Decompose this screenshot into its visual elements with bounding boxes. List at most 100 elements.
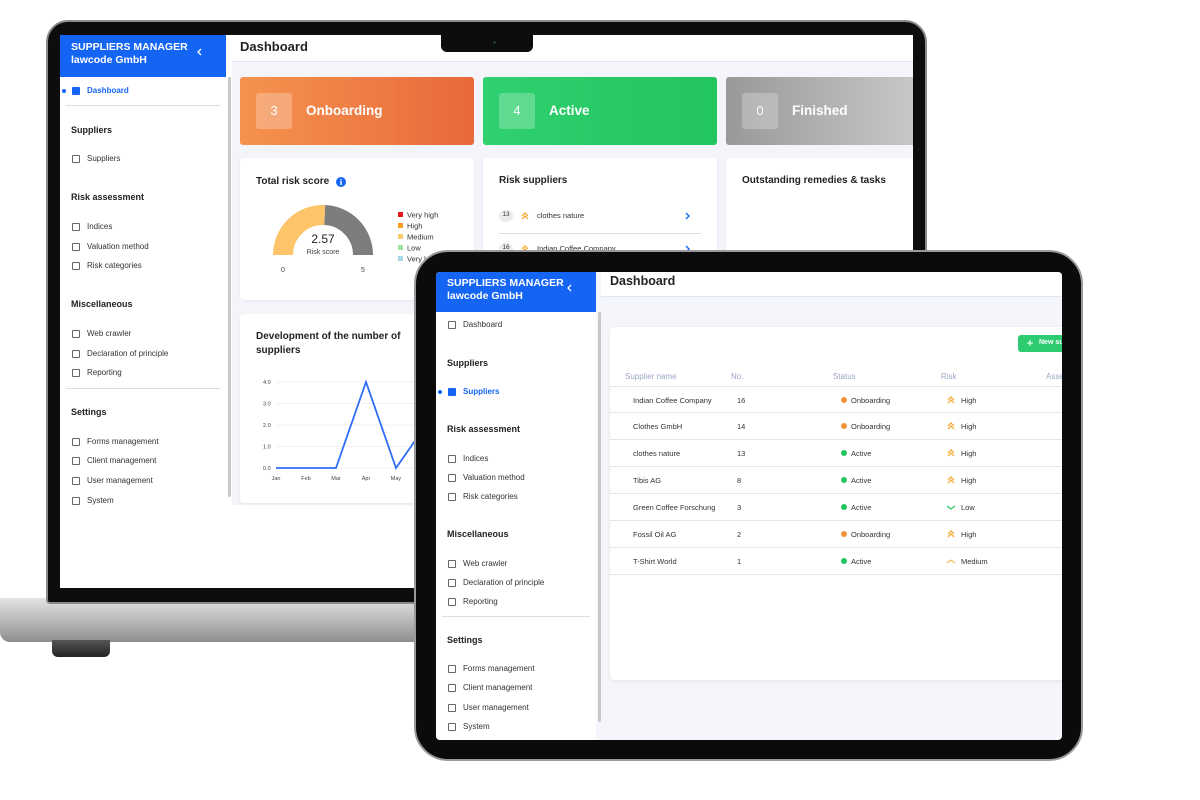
nav-item[interactable]: System [436,720,596,734]
nav-item[interactable]: Valuation method [60,240,226,254]
page-title: Dashboard [240,39,308,54]
plus [1027,340,1033,346]
nav-item[interactable]: User management [436,701,596,715]
y-tick-label: 1.0 [263,445,271,451]
nav-label: Risk categories [463,492,518,501]
nav-item[interactable]: Web crawler [436,557,596,571]
app-title: SUPPLIERS MANAGER [71,41,188,53]
legend-swatch [398,223,403,228]
status-card[interactable]: 0 Finished [726,77,913,145]
supplier-name: clothes nature [537,211,585,220]
chev [947,399,955,404]
separator [499,233,701,234]
table-row[interactable]: Clothes GmbH 14 Onboarding High [610,413,1062,440]
table-row[interactable]: Tibis AG 8 Active High [610,467,1062,494]
nav-label: Declaration of principle [463,578,545,587]
column-header: No. [731,372,744,381]
nav-icon [72,457,80,465]
risk-supplier-row[interactable]: 13 clothes nature [483,208,717,224]
collapse-icon [197,48,202,56]
legend-label: Very low [407,255,436,264]
nav-item[interactable]: Declaration of principle [436,576,596,590]
nav-item[interactable]: Reporting [436,595,596,609]
info-icon [336,177,346,187]
info-dot [340,179,342,181]
nav-item[interactable]: Web crawler [60,327,226,341]
table-row[interactable]: Green Coffee Forschung 3 Active Low [610,494,1062,521]
nav-label: Forms management [463,664,535,673]
nav-label: Risk categories [87,261,142,270]
nav-icon [72,243,80,251]
new-supplier-button[interactable]: New supplier [1018,335,1062,352]
nav-item[interactable]: Indices [60,220,226,234]
nav-item[interactable]: Suppliers [436,385,596,399]
nav-item[interactable]: Declaration of principle [60,347,226,361]
nav-icon [448,704,456,712]
nav-label: Valuation method [87,242,149,251]
nav-item[interactable]: Forms management [436,662,596,676]
tablet-screen: SUPPLIERS MANAGER lawcode GmbH Dashboard Su… [436,272,1062,740]
nav-item[interactable]: User management [60,474,226,488]
nav-item[interactable]: Dashboard [436,318,596,332]
nav-item[interactable]: Reporting [60,366,226,380]
collapse-icon [567,284,572,292]
nav-label: Suppliers [87,154,121,163]
legend-swatch [398,245,403,250]
status-text: Onboarding [851,396,891,405]
gauge-value-arc [273,205,326,256]
page-header: Dashboard [601,272,1062,297]
table-row[interactable]: Indian Coffee Company 16 Onboarding High [610,386,1062,413]
risk-text: High [961,422,977,431]
nav-icon [72,223,80,231]
status-dot [841,450,847,456]
status-label: Onboarding [306,103,383,118]
gauge-score: 2.57 [311,232,335,246]
status-card[interactable]: 3 Onboarding [240,77,474,145]
nav-icon [72,87,80,95]
table-row[interactable]: Fossil Oil AG 2 Onboarding High [610,521,1062,548]
nav-item[interactable]: Risk categories [436,490,596,504]
count-box: 3 [256,93,292,129]
nav-item[interactable]: Dashboard [60,84,226,98]
nav-icon [72,155,80,163]
nav-item[interactable]: Client management [436,681,596,695]
column-header: Supplier name [625,372,677,381]
nav-item[interactable]: Suppliers [60,152,226,166]
nav-icon [448,560,456,568]
supplier-name: Fossil Oil AG [633,530,677,539]
y-tick-label: 2.0 [263,423,271,429]
chev [521,245,529,250]
scrollbar [598,312,601,722]
page-title: Dashboard [610,274,676,288]
nav-section-heading: Suppliers [447,358,489,368]
nav-icon [72,350,80,358]
sidebar: SUPPLIERS MANAGER lawcode GmbH Dashboard Su… [436,272,596,740]
nav-item[interactable]: System [60,494,226,508]
nav-label: Dashboard [87,86,129,95]
nav-item[interactable]: Risk categories [60,259,226,273]
table-row[interactable]: clothes nature 13 Active High [610,440,1062,467]
supplier-number: 2 [737,530,742,539]
nav-item[interactable]: Valuation method [436,471,596,485]
status-card[interactable]: 4 Active [483,77,717,145]
nav-item[interactable]: Client management [60,454,226,468]
scrollbar [228,77,231,497]
y-tick-label: 0.0 [263,466,271,472]
chev [521,212,529,217]
nav-item[interactable]: Indices [436,452,596,466]
risk-icon [947,396,955,404]
open-arrow [685,212,690,220]
nav-label: System [87,496,114,505]
table-row[interactable]: T-Shirt World 1 Active Medium [610,548,1062,575]
status-text: Active [851,449,872,458]
nav-icon [448,321,456,329]
supplier-number: 13 [502,211,510,218]
supplier-number: 3 [737,503,742,512]
laptop-foot [52,640,110,657]
nav-label: User management [463,703,529,712]
nav-item[interactable]: Forms management [60,435,226,449]
chev [947,425,955,430]
supplier-number: 1 [737,557,742,566]
chev [946,559,956,564]
sidebar-header: SUPPLIERS MANAGER lawcode GmbH [436,272,596,312]
